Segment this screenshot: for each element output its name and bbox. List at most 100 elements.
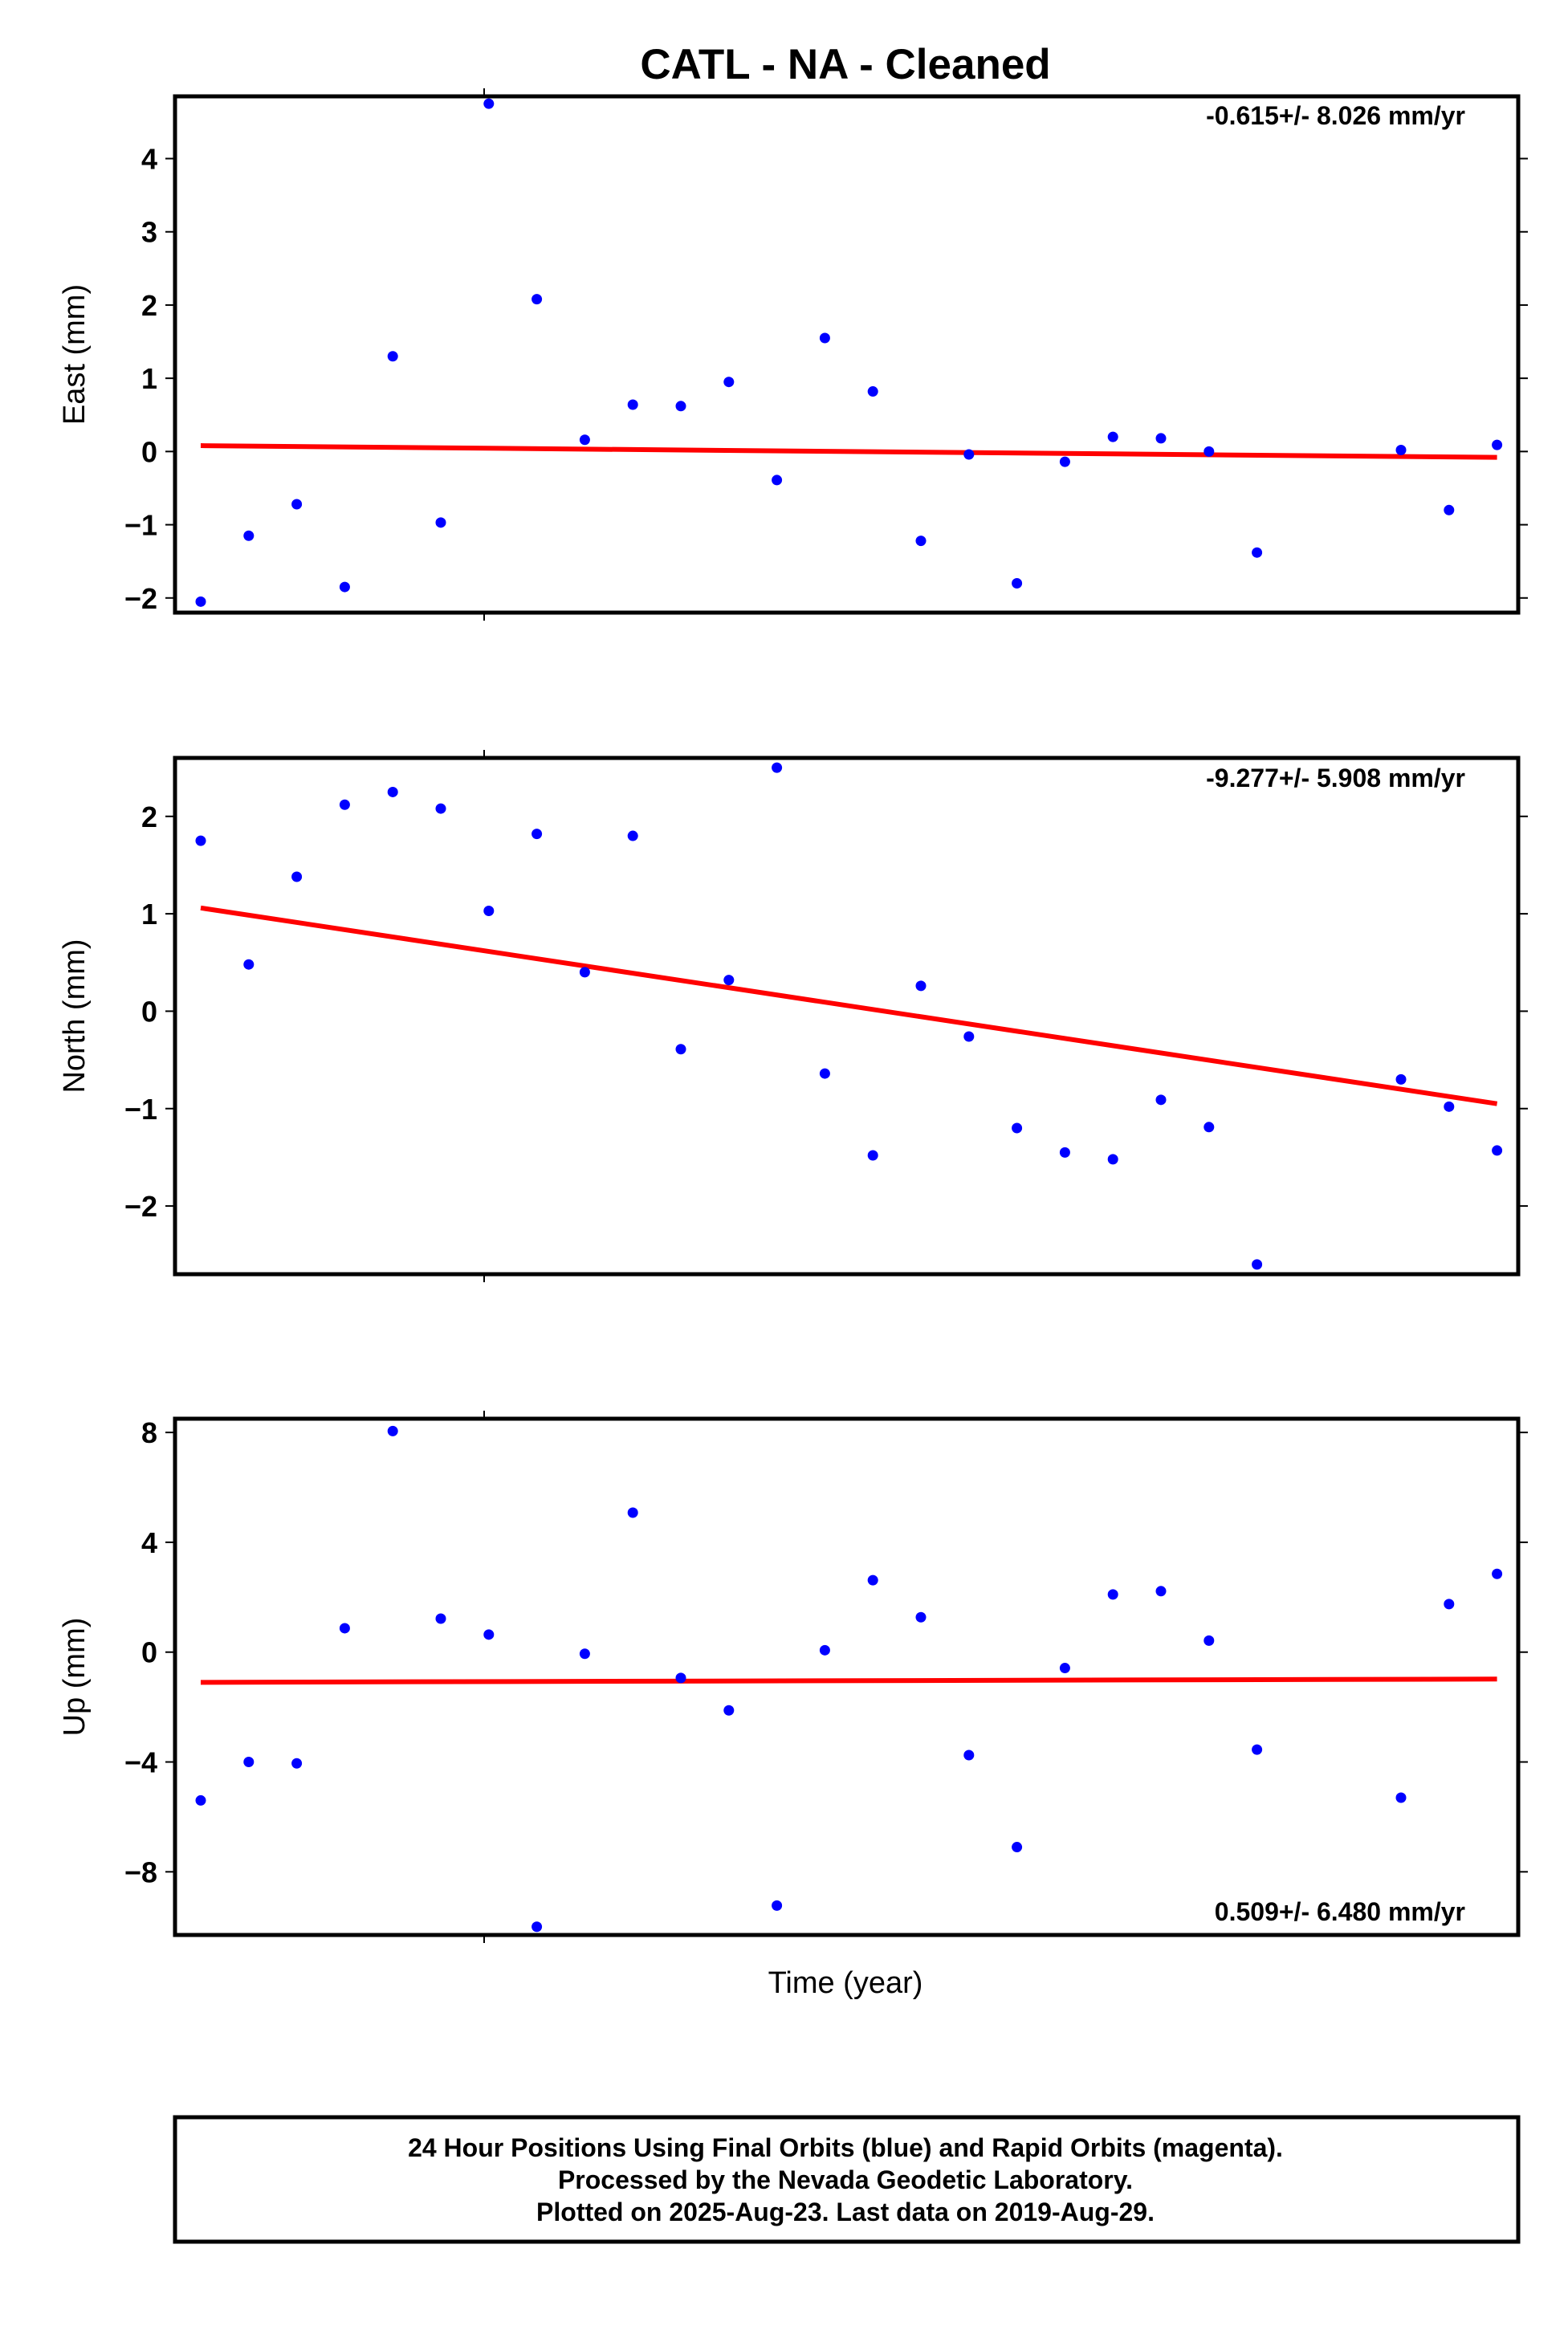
north-data-point — [339, 799, 350, 810]
east-data-point — [1107, 431, 1118, 442]
footer-frame — [173, 2115, 1521, 2244]
north-data-point — [1203, 1122, 1215, 1133]
east-data-point — [579, 434, 590, 446]
up-data-point — [1492, 1568, 1503, 1579]
north-data-point — [627, 830, 638, 841]
up-rate-annotation: 0.509+/- 6.480 mm/yr — [1215, 1897, 1465, 1926]
up-data-point — [579, 1648, 590, 1660]
north-data-point — [1492, 1145, 1503, 1156]
east-data-point — [819, 332, 830, 344]
north-data-point — [1155, 1094, 1167, 1106]
up-data-point — [963, 1750, 975, 1761]
east-data-point — [195, 596, 206, 607]
north-rate-annotation: -9.277+/- 5.908 mm/yr — [1206, 764, 1465, 792]
east-y-tick-label: 0 — [141, 435, 157, 468]
north-data-point — [963, 1031, 975, 1042]
up-y-tick-label: 8 — [141, 1416, 157, 1449]
north-data-point — [483, 905, 495, 916]
up-data-point — [243, 1757, 255, 1768]
east-y-tick-label: −2 — [124, 582, 157, 615]
up-data-point — [772, 1900, 783, 1911]
up-y-axis-label: Up (mm) — [58, 1618, 92, 1737]
north-y-tick-label: −1 — [124, 1093, 157, 1126]
north-data-point — [1444, 1101, 1455, 1112]
east-data-point — [963, 449, 975, 460]
north-data-point — [387, 786, 398, 797]
east-panel: 4 3 2 1 0 −1 −2 East (mm) -0.615+/- 8.026 mm/yr — [58, 88, 1528, 621]
north-data-point — [291, 871, 303, 882]
east-data-point — [435, 517, 446, 528]
up-data-point — [435, 1613, 446, 1624]
north-data-point — [1107, 1154, 1118, 1165]
north-data-point — [579, 967, 590, 978]
north-data-point — [723, 975, 735, 986]
east-data-point — [1444, 504, 1455, 515]
east-data-point — [1203, 446, 1215, 457]
east-y-axis-label: East (mm) — [58, 284, 92, 425]
east-data-point — [339, 581, 350, 593]
up-data-point — [1444, 1599, 1455, 1610]
up-data-point — [627, 1507, 638, 1518]
north-data-point — [915, 980, 927, 992]
chart-title: CATL - NA - Cleaned — [640, 41, 1050, 88]
east-data-point — [1252, 547, 1263, 558]
north-data-point — [772, 762, 783, 773]
up-data-point — [387, 1425, 398, 1436]
up-y-tick-label: −4 — [124, 1746, 157, 1779]
east-trend-line — [200, 443, 1497, 460]
east-plot-frame — [173, 94, 1521, 615]
east-data-point — [243, 530, 255, 541]
east-data-point — [1492, 439, 1503, 450]
north-y-tick-label: −2 — [124, 1190, 157, 1223]
east-data-point — [1395, 445, 1407, 456]
up-data-point — [675, 1672, 686, 1684]
up-plot-frame — [173, 1416, 1521, 1937]
up-data-point — [1059, 1663, 1070, 1674]
up-data-point — [1395, 1792, 1407, 1803]
up-y-tick-label: 0 — [141, 1636, 157, 1669]
up-data-point — [339, 1623, 350, 1634]
north-data-point — [819, 1068, 830, 1079]
east-data-point — [915, 536, 927, 547]
north-y-tick-label: 1 — [141, 898, 157, 931]
east-data-point — [387, 351, 398, 362]
north-data-point — [435, 803, 446, 814]
north-trend-line — [200, 905, 1498, 1106]
north-data-point — [531, 829, 543, 840]
up-data-point — [819, 1644, 830, 1656]
east-y-tick-label: 2 — [141, 289, 157, 322]
footer-box: 24 Hour Positions Using Final Orbits (bl… — [173, 2115, 1521, 2244]
up-y-tick-label: 4 — [141, 1526, 157, 1559]
up-data-point — [723, 1705, 735, 1716]
east-data-point — [723, 377, 735, 388]
north-data-point — [243, 959, 255, 970]
east-data-point — [867, 386, 878, 397]
east-data-point — [531, 294, 543, 305]
north-data-point — [1395, 1073, 1407, 1085]
up-data-point — [1252, 1744, 1263, 1755]
east-data-point — [1059, 456, 1070, 467]
north-data-point — [195, 835, 206, 846]
north-plot-frame — [173, 756, 1521, 1277]
north-data-point — [675, 1044, 686, 1055]
up-panel: 8 4 0 −4 −8 Up (mm) 0.509+/- 6.480 mm/yr — [58, 1411, 1528, 1943]
north-data-point — [1059, 1147, 1070, 1158]
footer-line-3: Plotted on 2025-Aug-23. Last data on 201… — [536, 2198, 1155, 2226]
up-data-point — [867, 1574, 878, 1586]
up-data-point — [915, 1611, 927, 1623]
x-axis-label: Time (year) — [768, 1966, 923, 2000]
up-data-point — [483, 1629, 495, 1640]
east-data-point — [772, 475, 783, 486]
up-data-point — [1203, 1635, 1215, 1646]
up-data-point — [531, 1921, 543, 1933]
east-y-tick-label: −1 — [124, 509, 157, 542]
east-data-point — [483, 98, 495, 109]
north-data-point — [867, 1150, 878, 1161]
north-y-axis-label: North (mm) — [58, 939, 92, 1093]
up-data-point — [1012, 1842, 1023, 1853]
east-y-tick-label: 4 — [141, 143, 157, 176]
north-data-point — [1012, 1122, 1023, 1134]
north-y-tick-label: 0 — [141, 995, 157, 1028]
east-data-point — [291, 499, 303, 510]
